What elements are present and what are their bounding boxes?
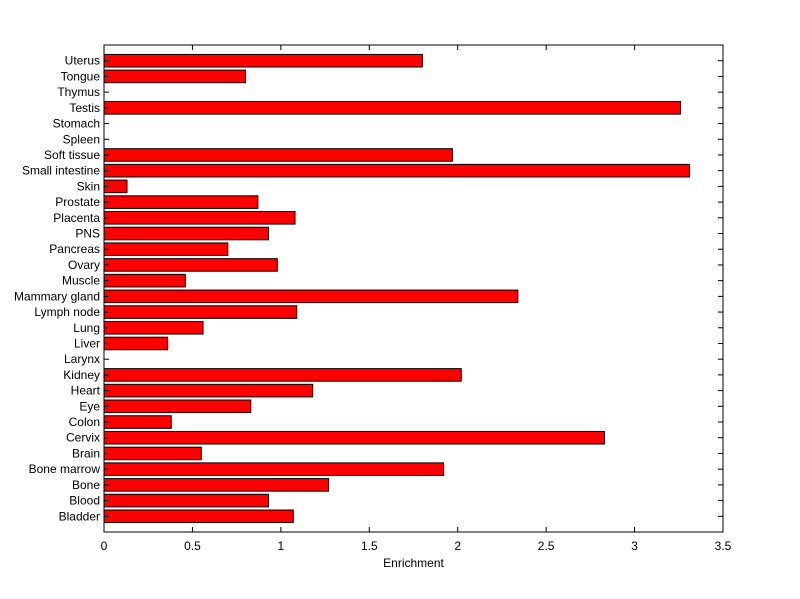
- y-tick-label: Mammary gland: [14, 289, 100, 303]
- y-tick-label: Prostate: [55, 195, 100, 209]
- x-tick-label: 1.5: [361, 539, 378, 553]
- y-tick-label: Cervix: [66, 431, 100, 445]
- bar-ovary: [103, 258, 278, 272]
- y-tick-label: Skin: [77, 179, 100, 193]
- bar-small-intestine: [103, 163, 690, 178]
- bar-pns: [103, 226, 269, 241]
- x-tick-label: 0.5: [184, 539, 201, 553]
- y-tick-label: Brain: [72, 446, 100, 460]
- y-tick-label: Bladder: [59, 509, 100, 523]
- y-tick-label: Tongue: [61, 69, 101, 83]
- bar-cervix: [103, 430, 606, 445]
- bar-bone: [103, 478, 330, 492]
- plot-area: [104, 45, 723, 532]
- bar-muscle: [103, 273, 186, 288]
- bar-lymph-node: [103, 305, 298, 319]
- y-tick-label: Ovary: [68, 258, 100, 272]
- x-tick-label: 2: [454, 539, 461, 553]
- y-tick-label: Small intestine: [22, 164, 100, 178]
- bar-pancreas: [103, 242, 229, 257]
- y-tick-label: Testis: [69, 101, 100, 115]
- y-tick-label: Blood: [69, 494, 100, 508]
- y-tick-label: Heart: [71, 384, 101, 398]
- y-tick-label: Eye: [79, 399, 100, 413]
- bar-lung: [103, 320, 204, 335]
- x-axis-label: Enrichment: [383, 556, 444, 570]
- bar-tongue: [103, 69, 246, 84]
- bar-testis: [103, 101, 682, 115]
- x-tick-label: 1: [278, 539, 285, 553]
- bar-liver: [103, 336, 169, 351]
- y-tick-label: Spleen: [63, 132, 100, 146]
- bars-layer: [103, 53, 690, 524]
- ticks-layer: [103, 45, 724, 532]
- y-tick-label: Stomach: [53, 117, 100, 131]
- y-tick-label: Soft tissue: [44, 148, 100, 162]
- bar-colon: [103, 415, 172, 429]
- y-tick-label: Muscle: [62, 274, 100, 288]
- plot-frame: [103, 44, 724, 533]
- y-tick-label: Colon: [69, 415, 100, 429]
- y-tick-label: Liver: [74, 336, 100, 350]
- bar-soft-tissue: [103, 148, 453, 162]
- bar-blood: [103, 493, 269, 508]
- y-tick-label: PNS: [75, 227, 100, 241]
- y-tick-label: Larynx: [64, 352, 100, 366]
- y-tick-label: Lung: [73, 321, 100, 335]
- bar-uterus: [103, 53, 423, 68]
- bar-brain: [103, 446, 202, 461]
- y-tick-label: Thymus: [57, 85, 100, 99]
- bar-bladder: [103, 509, 294, 524]
- bar-mammary-gland: [103, 289, 519, 304]
- bar-placenta: [103, 211, 296, 225]
- x-tick-label: 2.5: [538, 539, 555, 553]
- bar-bone-marrow: [103, 462, 445, 476]
- y-tick-label: Bone marrow: [29, 462, 101, 476]
- x-tick-label: 0: [101, 539, 108, 553]
- y-tick-label: Kidney: [63, 368, 100, 382]
- bar-kidney: [103, 368, 462, 382]
- y-tick-label: Bone: [72, 478, 100, 492]
- x-tick-label: 3.5: [715, 539, 732, 553]
- y-tick-label: Placenta: [53, 211, 100, 225]
- y-tick-label: Uterus: [65, 54, 100, 68]
- bar-heart: [103, 383, 314, 398]
- y-tick-label: Pancreas: [49, 242, 100, 256]
- y-tick-label: Lymph node: [34, 305, 100, 319]
- bar-eye: [103, 399, 252, 414]
- bar-prostate: [103, 195, 259, 209]
- x-tick-label: 3: [631, 539, 638, 553]
